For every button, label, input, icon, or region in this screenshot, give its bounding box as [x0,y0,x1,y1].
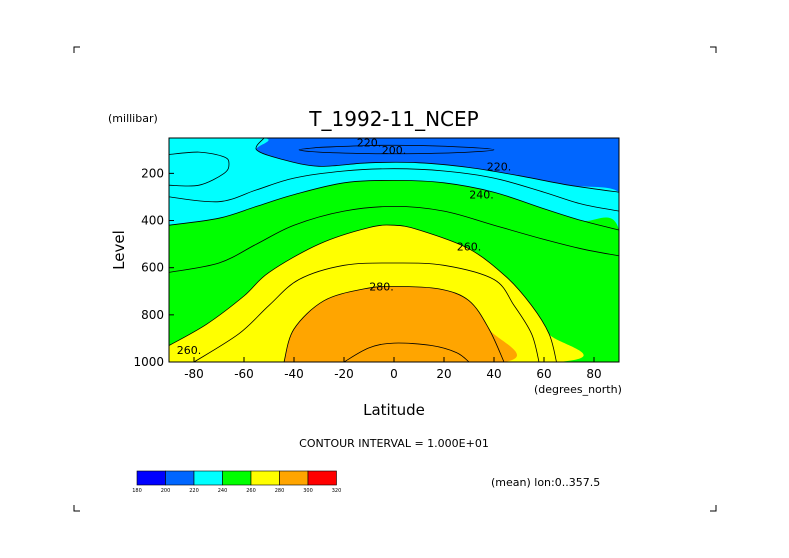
x-axis: -80 -60 -40 -20 0 20 40 60 80 [184,357,602,381]
colorbar-label-6: 300 [303,488,313,494]
colorbar: 180 200 220 240 260 280 300 320 [132,470,342,494]
y-tick-label-1: 400 [141,214,164,228]
y-tick-label-4: 1000 [133,355,164,369]
y-tick-label-0: 200 [141,166,164,180]
contour-label-4: 260. [457,240,482,253]
x-tick-label-3: -20 [334,367,354,381]
y-axis-label: Level [110,230,128,270]
filled-contour-bands [169,138,619,362]
contour-line-5 [169,151,230,187]
band-280-300-region-0 [284,286,517,362]
contour-line-2 [169,224,557,362]
x-tick-label-0: -80 [184,367,204,381]
colorbar-swatch-3 [222,470,252,486]
x-units-label: (degrees_north) [534,383,622,396]
contour-line-0 [255,138,619,193]
crop-mark-bottom-right [710,505,717,512]
contour-lines [169,138,619,362]
colorbar-label-5: 280 [275,488,285,494]
contour-line-9 [343,342,470,362]
contour-label-5: 280. [369,281,394,294]
contour-line-3 [283,286,505,362]
colorbar-swatch-2 [193,470,223,486]
colorbar-label-3: 240 [218,488,228,494]
band-200-220-region-1 [255,138,619,195]
contour-label-2: 220. [487,160,512,173]
colorbar-label-4: 260 [246,488,256,494]
x-tick-label-8: 80 [586,367,601,381]
colorbar-label-2: 220 [189,488,199,494]
contour-label-6: 260. [177,344,202,357]
contour-line-8 [193,262,540,362]
colorbar-label-7: 320 [332,488,342,494]
contour-labels: 200.220.220.240.260.280.260. [177,137,512,357]
band-220-240-region-0 [169,138,619,232]
x-tick-label-7: 60 [536,367,551,381]
x-tick-label-4: 0 [390,367,398,381]
colorbar-swatch-0 [136,470,166,486]
x-tick-label-1: -60 [234,367,254,381]
contour-line-4 [298,144,495,155]
contour-label-3: 240. [469,189,494,202]
colorbar-label-1: 200 [161,488,171,494]
colorbar-swatch-5 [279,470,309,486]
crop-mark-top-left [73,46,80,53]
contour-label-1: 220. [357,137,382,150]
contour-label-0: 200. [382,144,407,157]
colorbar-swatch-6 [307,470,337,486]
y-units-label: (millibar) [108,112,158,125]
x-tick-label-5: 20 [436,367,451,381]
mean-lon-note: (mean) lon:0..357.5 [491,476,600,489]
contour-interval-note: CONTOUR INTERVAL = 1.000E+01 [299,437,489,450]
contour-line-6 [169,168,619,212]
crop-mark-bottom-left [73,505,80,512]
colorbar-swatch-4 [250,470,280,486]
y-tick-label-2: 600 [141,261,164,275]
contour-line-7 [169,205,619,273]
y-axis: 200 400 600 800 1000 [133,166,174,369]
x-tick-label-6: 40 [486,367,501,381]
y-tick-label-3: 800 [141,308,164,322]
colorbar-swatch-1 [165,470,195,486]
crop-marks [73,46,717,512]
x-axis-label: Latitude [363,401,425,419]
crop-mark-top-right [710,46,717,53]
band-240-260-region-0 [169,180,619,362]
contour-line-1 [169,179,619,231]
colorbar-label-0: 180 [132,488,142,494]
x-tick-label-2: -40 [284,367,304,381]
chart-title: T_1992-11_NCEP [308,107,478,131]
